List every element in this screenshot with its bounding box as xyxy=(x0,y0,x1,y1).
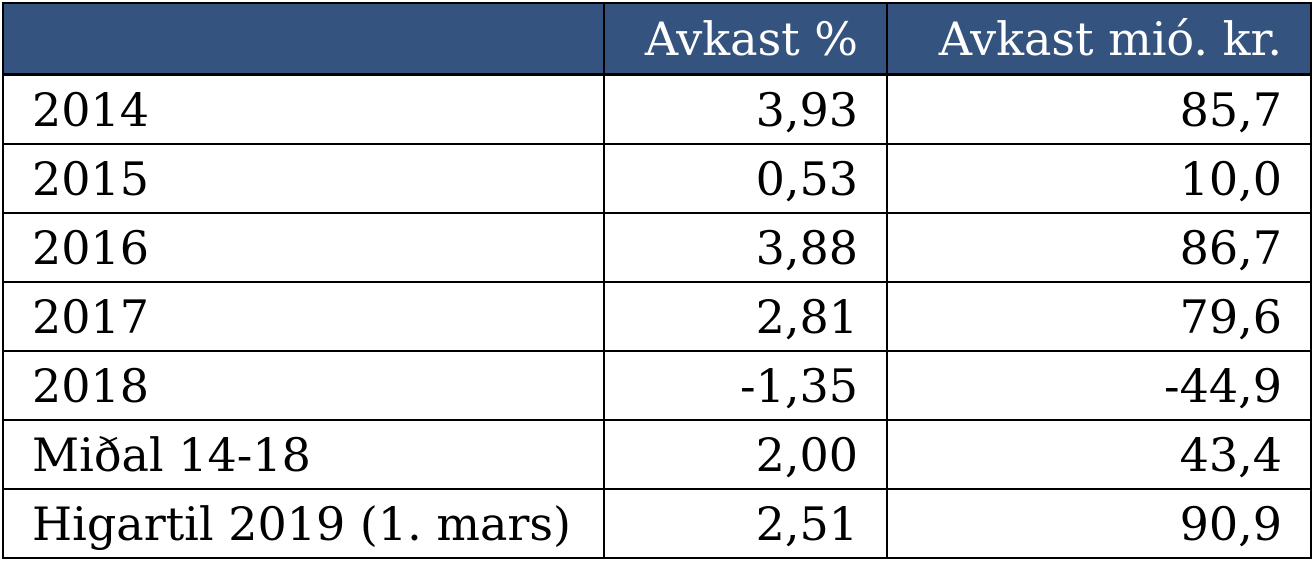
table-body: 2014 3,93 85,7 2015 0,53 10,0 2016 3,88 … xyxy=(2,73,1312,559)
row-return-percent: 3,88 xyxy=(603,212,888,283)
row-return-percent: 2,81 xyxy=(603,281,888,352)
row-label: 2017 xyxy=(2,281,605,352)
row-return-amount: 85,7 xyxy=(886,73,1312,145)
table-row: 2018 -1,35 -44,9 xyxy=(2,350,1312,421)
row-return-percent: 2,51 xyxy=(603,488,888,559)
row-label: Miðal 14-18 xyxy=(2,419,605,490)
row-return-percent: 2,00 xyxy=(603,419,888,490)
row-return-percent: 3,93 xyxy=(603,73,888,145)
row-return-amount: 10,0 xyxy=(886,143,1312,214)
table-row: 2016 3,88 86,7 xyxy=(2,212,1312,283)
row-return-amount: 43,4 xyxy=(886,419,1312,490)
header-row: Avkast % Avkast mió. kr. xyxy=(2,2,1312,76)
returns-table: Avkast % Avkast mió. kr. 2014 3,93 85,7 … xyxy=(2,2,1312,559)
row-label: 2014 xyxy=(2,73,605,145)
row-label: Higartil 2019 (1. mars) xyxy=(2,488,605,559)
row-label: 2016 xyxy=(2,212,605,283)
row-return-amount: 90,9 xyxy=(886,488,1312,559)
row-label: 2015 xyxy=(2,143,605,214)
row-return-amount: 86,7 xyxy=(886,212,1312,283)
header-label-cell xyxy=(2,2,605,76)
table-header: Avkast % Avkast mió. kr. xyxy=(2,2,1312,76)
table-row: 2017 2,81 79,6 xyxy=(2,281,1312,352)
row-label: 2018 xyxy=(2,350,605,421)
table-row: Higartil 2019 (1. mars) 2,51 90,9 xyxy=(2,488,1312,559)
row-return-amount: 79,6 xyxy=(886,281,1312,352)
header-return-percent: Avkast % xyxy=(603,2,888,76)
row-return-percent: -1,35 xyxy=(603,350,888,421)
row-return-percent: 0,53 xyxy=(603,143,888,214)
table-row: 2014 3,93 85,7 xyxy=(2,73,1312,145)
table-row: 2015 0,53 10,0 xyxy=(2,143,1312,214)
row-return-amount: -44,9 xyxy=(886,350,1312,421)
table-row: Miðal 14-18 2,00 43,4 xyxy=(2,419,1312,490)
header-return-amount: Avkast mió. kr. xyxy=(886,2,1312,76)
